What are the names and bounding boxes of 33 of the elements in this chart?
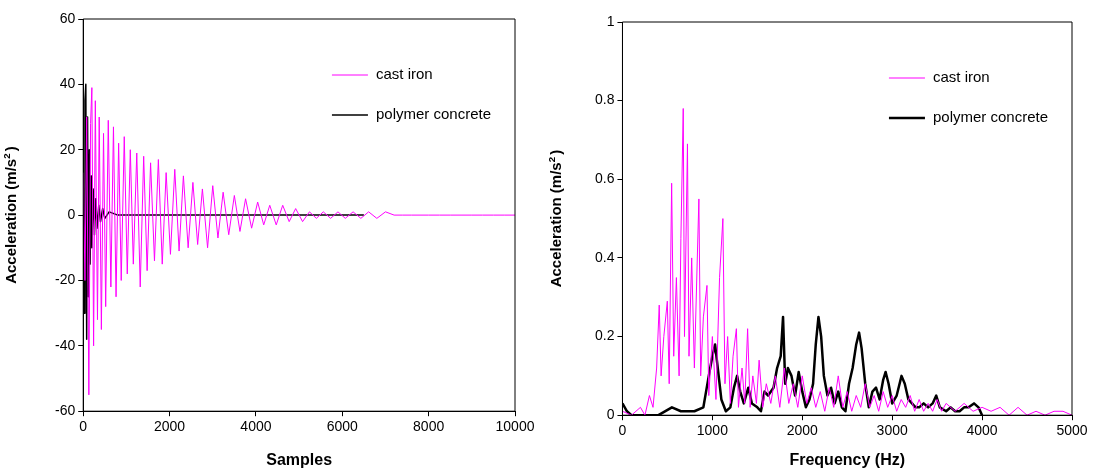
x-tick-label: 5000 <box>1056 422 1088 439</box>
x-tick-label: 6000 <box>326 418 359 435</box>
y-tick-label: 60 <box>59 9 76 26</box>
y-tick-label: 0.8 <box>594 91 615 108</box>
x-tick-label: 3000 <box>876 422 908 439</box>
legend-label: polymer concrete <box>932 108 1049 126</box>
x-axis-title: Samples <box>266 451 333 468</box>
y-axis-title: Acceleration (m/s2) <box>546 149 564 288</box>
x-axis-title: Frequency (Hz) <box>789 451 906 468</box>
x-tick-label: 0 <box>618 422 627 439</box>
x-tick-label: 4000 <box>240 418 272 435</box>
legend-label: cast iron <box>932 68 990 86</box>
x-tick-label: 8000 <box>413 418 445 435</box>
x-tick-label: 4000 <box>966 422 998 439</box>
y-tick-label: 0 <box>606 406 615 423</box>
y-tick-label: -60 <box>55 402 76 419</box>
x-tick-label: 10000 <box>495 418 535 435</box>
x-tick-label: 2000 <box>154 418 186 435</box>
y-tick-label: -20 <box>55 271 76 288</box>
y-tick-label: 0.2 <box>594 327 615 344</box>
y-tick-label: 1 <box>606 12 615 29</box>
y-tick-label: 40 <box>59 75 76 92</box>
legend-label: polymer concrete <box>375 105 492 123</box>
y-tick-label: 0.6 <box>594 170 615 187</box>
legend-label: cast iron <box>375 65 433 83</box>
y-tick-label: 0.4 <box>594 248 615 265</box>
y-tick-label: 0 <box>67 205 76 222</box>
y-tick-label: -40 <box>55 336 76 353</box>
x-tick-label: 2000 <box>786 422 819 439</box>
x-tick-label: 0 <box>79 418 88 435</box>
x-tick-label: 1000 <box>696 422 729 439</box>
y-axis-title: Acceleration (m/s2) <box>1 146 19 284</box>
y-tick-label: 20 <box>59 140 76 157</box>
